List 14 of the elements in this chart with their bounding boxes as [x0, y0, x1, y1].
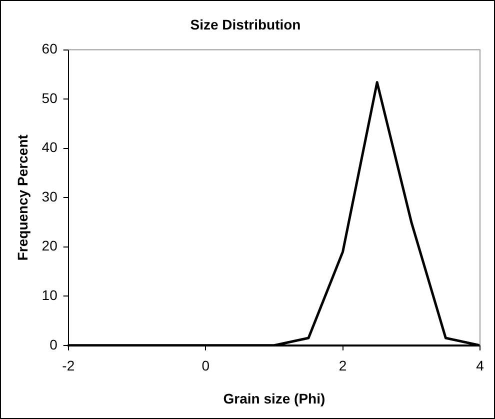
- x-tick-label: -2: [62, 358, 75, 374]
- x-tick-label: 0: [202, 358, 210, 374]
- y-tick-label: 10: [42, 286, 58, 303]
- y-tick-label: 40: [42, 139, 58, 156]
- y-tick-label: 60: [42, 40, 58, 57]
- y-tick-label: 20: [42, 238, 58, 254]
- x-tick-label: 4: [476, 358, 484, 374]
- x-axis-title: Grain size (Phi): [223, 390, 326, 406]
- y-tick-label: 0: [50, 336, 58, 352]
- y-tick-label: 30: [42, 188, 58, 204]
- y-axis-title: Frequency Percent: [14, 134, 30, 261]
- chart-title: Size Distribution: [190, 16, 301, 32]
- y-tick-label: 50: [42, 90, 58, 106]
- x-tick-label: 2: [338, 358, 347, 374]
